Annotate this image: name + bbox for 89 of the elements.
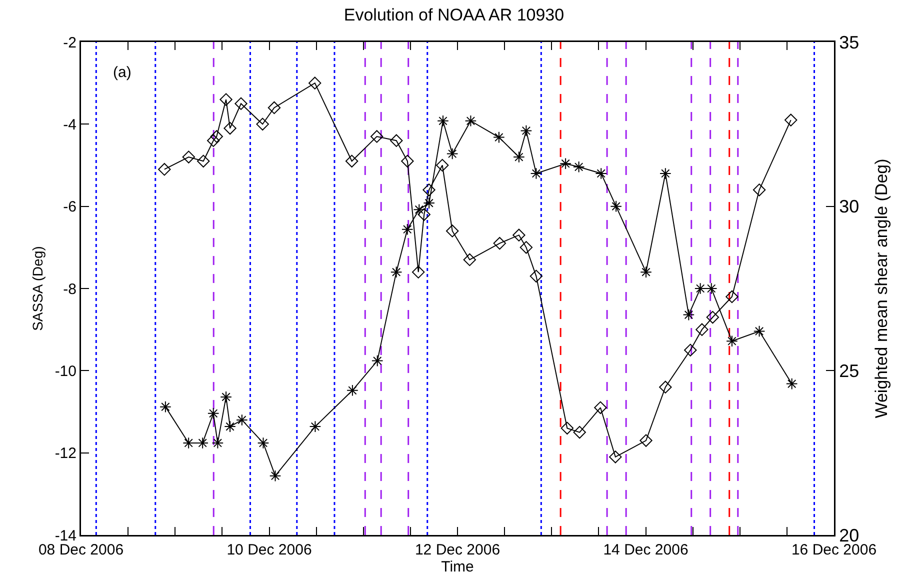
point	[418, 208, 430, 221]
point	[640, 434, 652, 447]
point	[446, 224, 459, 238]
point	[493, 131, 505, 144]
point	[256, 118, 269, 131]
point	[530, 168, 542, 180]
point	[463, 253, 476, 266]
point	[236, 414, 248, 426]
point	[512, 228, 526, 242]
y-tick-label: -6	[63, 198, 76, 216]
point	[786, 378, 798, 390]
y2-tick-label: 25	[839, 360, 860, 381]
y-tick-label: -12	[54, 445, 76, 462]
x-axis-title: Time	[441, 558, 474, 576]
point	[640, 266, 652, 278]
point	[234, 97, 248, 110]
point	[220, 93, 232, 106]
point	[158, 163, 171, 176]
point	[752, 184, 766, 196]
point	[753, 325, 766, 338]
x-tick-label: 10 Dec 2006	[226, 542, 312, 558]
point	[182, 150, 196, 164]
point	[530, 270, 543, 283]
point	[401, 223, 414, 236]
point	[422, 184, 436, 196]
y-tick-label: -14	[54, 527, 76, 544]
y-tick-label: -2	[63, 34, 76, 52]
point	[309, 420, 322, 432]
point	[346, 384, 358, 396]
point	[370, 130, 384, 143]
point	[207, 134, 220, 147]
point	[520, 241, 533, 254]
point	[437, 114, 449, 127]
chart-title: Evolution of NOAA AR 10930	[344, 6, 564, 25]
point	[784, 114, 798, 126]
y-tick-label: -8	[63, 280, 76, 298]
point	[684, 344, 697, 356]
x-tick-label: 08 Dec 2006	[38, 542, 124, 558]
point	[390, 266, 402, 278]
point	[182, 437, 194, 449]
point	[726, 290, 738, 304]
y-axis-title: SASSA (Deg)	[30, 246, 46, 331]
point	[224, 122, 236, 135]
point	[160, 400, 172, 413]
point	[197, 154, 210, 168]
y2-tick-label: 30	[839, 196, 860, 217]
point	[446, 148, 458, 160]
point	[345, 154, 358, 168]
point	[696, 323, 708, 336]
point	[659, 380, 672, 394]
point	[371, 354, 384, 367]
point	[423, 197, 435, 209]
point	[706, 310, 720, 324]
annotation: (a)	[113, 64, 132, 81]
point	[682, 308, 695, 321]
point	[560, 422, 574, 435]
point	[401, 154, 414, 168]
point	[513, 151, 525, 163]
point	[573, 426, 586, 439]
x-tick-label: 14 Dec 2006	[603, 542, 688, 558]
point	[207, 407, 220, 420]
point	[210, 130, 223, 143]
point	[413, 204, 426, 216]
point	[268, 101, 281, 114]
point	[594, 401, 607, 414]
y-tick-label: -10	[54, 362, 76, 380]
point	[572, 160, 585, 173]
point	[308, 76, 322, 90]
point	[610, 200, 622, 212]
point	[609, 450, 622, 464]
y-tick-label: -4	[63, 116, 76, 134]
point	[726, 335, 738, 347]
point	[493, 236, 506, 250]
point	[436, 158, 449, 172]
point	[212, 437, 224, 449]
point	[595, 168, 608, 180]
point	[560, 158, 572, 170]
point	[224, 420, 236, 432]
y2-tick-label: 35	[839, 32, 860, 52]
y2-axis-title: Weighted mean shear angle (Deg)	[872, 158, 891, 418]
point	[464, 114, 477, 127]
point	[257, 437, 270, 449]
point	[269, 470, 282, 482]
point	[520, 124, 532, 137]
point	[412, 266, 425, 278]
x-tick-label: 12 Dec 2006	[414, 542, 500, 558]
point	[660, 168, 672, 180]
point	[390, 134, 403, 147]
point	[220, 391, 232, 403]
